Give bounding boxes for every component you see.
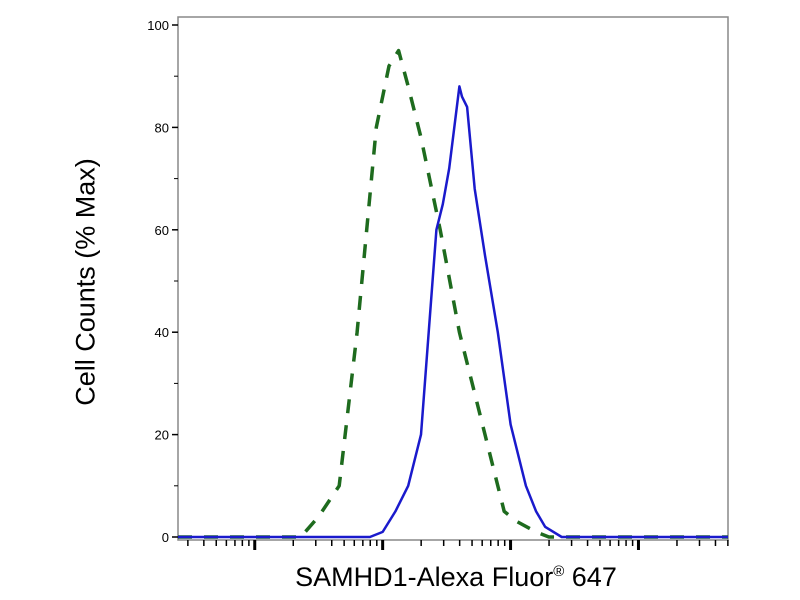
y-tick-label: 20 xyxy=(155,428,169,443)
y-tick-label: 60 xyxy=(155,223,169,238)
y-tick-label: 100 xyxy=(147,18,169,33)
y-axis-label: Cell Counts (% Max) xyxy=(70,158,101,406)
y-tick-label: 40 xyxy=(155,325,169,340)
registered-symbol: ® xyxy=(553,563,565,580)
x-axis-label-main: SAMHD1-Alexa Fluor xyxy=(295,562,554,592)
y-tick-label: 80 xyxy=(155,120,169,135)
samhd1-histogram-line xyxy=(178,85,728,539)
plot-frame xyxy=(177,16,729,541)
control-histogram-line xyxy=(178,48,728,539)
x-axis-label-suffix: 647 xyxy=(564,562,617,592)
x-axis-label: SAMHD1-Alexa Fluor® 647 xyxy=(295,562,617,593)
y-tick-label: 0 xyxy=(162,530,169,545)
